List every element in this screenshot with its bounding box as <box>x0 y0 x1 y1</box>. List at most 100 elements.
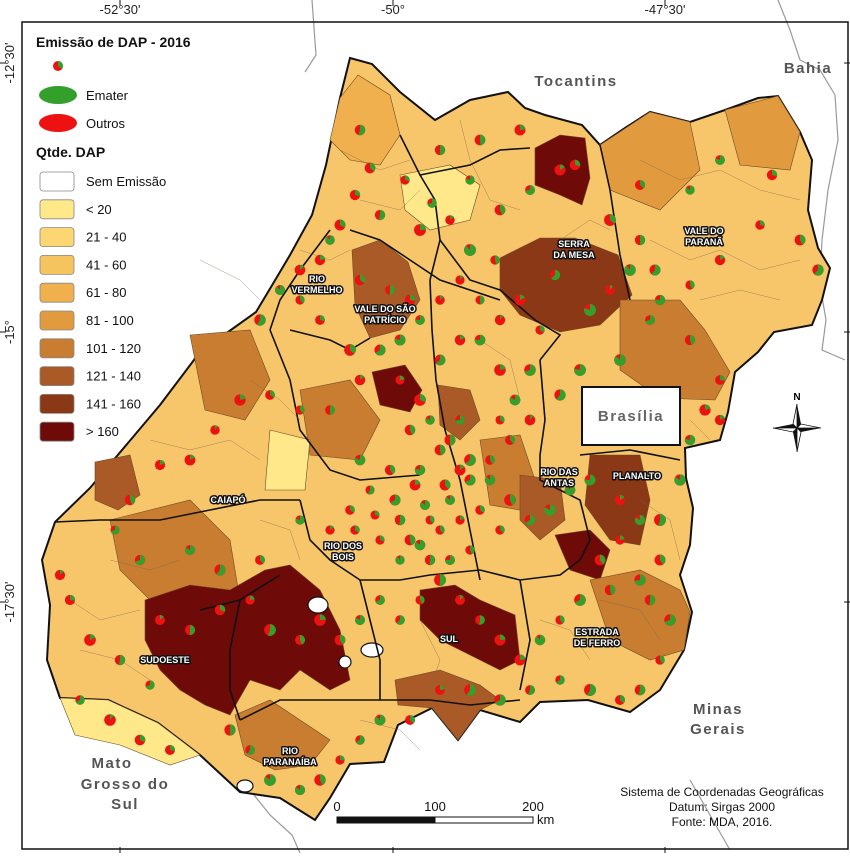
legend-outros-swatch <box>39 114 77 132</box>
municipality-pie <box>494 364 506 376</box>
municipality-pie <box>475 295 485 305</box>
municipality-pie <box>384 464 396 476</box>
municipality-pie <box>605 285 615 295</box>
municipality-pie <box>364 162 376 174</box>
municipality-pie <box>325 405 335 415</box>
municipality-pie <box>554 164 566 176</box>
municipality-pie <box>495 525 505 535</box>
municipality-pie <box>425 415 435 425</box>
municipality-pie <box>394 334 406 346</box>
municipality-pie <box>394 514 406 526</box>
municipality-pie <box>295 515 305 525</box>
municipality-pie <box>84 634 96 646</box>
region-labels: RIO VERMELHO VALE DO SÃO PATRÍCIO SERRA … <box>139 225 725 769</box>
municipality-pie <box>294 784 306 796</box>
region-label: RIO <box>282 746 298 756</box>
municipality-pie <box>445 495 455 505</box>
mato-grosso-do-sul-label-2: Grosso do <box>81 776 170 793</box>
municipality-pie <box>345 505 355 515</box>
municipality-pie <box>464 454 476 466</box>
brasilia-district: Brasília <box>581 386 681 446</box>
municipality-pie <box>494 314 506 326</box>
region-label: PATRÍCIO <box>364 315 406 325</box>
municipality-pie <box>594 554 606 566</box>
map-frame <box>21 21 849 850</box>
municipality-pie <box>664 614 676 626</box>
mato-grosso-do-sul-label-3: Sul <box>111 796 139 813</box>
municipality-pie <box>325 235 335 245</box>
municipality-pie <box>614 354 626 366</box>
credit-datum: Datum: Sirgas 2000 <box>669 800 775 814</box>
region-label: SERRA <box>558 239 590 249</box>
municipality-pie <box>766 169 778 181</box>
region-label: VERMELHO <box>291 285 342 295</box>
municipality-pie <box>420 500 430 510</box>
legend-class-label: < 20 <box>86 202 112 217</box>
credit-crs: Sistema de Coordenadas Geográficas <box>620 785 823 799</box>
municipality-pie <box>427 198 437 208</box>
no-emission-area <box>307 596 329 614</box>
municipality-pie <box>314 774 326 786</box>
latitude-tick: -12°30' <box>2 43 17 84</box>
municipality-pie <box>415 315 425 325</box>
region-label: VALE DO <box>684 226 723 236</box>
municipality-pie <box>374 714 386 726</box>
municipality-pie <box>524 364 536 376</box>
municipality-pie <box>715 375 725 385</box>
municipality-pie <box>549 269 561 281</box>
municipality-pie <box>475 505 485 515</box>
municipality-pie <box>314 614 326 626</box>
region-label: CAIAPÓ <box>210 494 245 505</box>
legend-class-label: > 160 <box>86 424 119 439</box>
municipality-pie <box>455 415 465 425</box>
municipality-pie <box>644 594 656 606</box>
legend-class-swatch <box>39 421 75 442</box>
municipality-pie <box>404 294 416 306</box>
municipality-pie <box>464 684 476 696</box>
municipality-pie <box>124 494 136 506</box>
legend-class-label: 101 - 120 <box>86 341 141 356</box>
municipality-pie <box>649 264 661 276</box>
municipality-pie <box>294 634 306 646</box>
municipality-pie <box>654 294 666 306</box>
region-label: PLANALTO <box>613 471 661 481</box>
class-101-120-patch <box>189 329 271 421</box>
class-141-160-patch <box>499 237 633 333</box>
municipality-pie <box>475 615 485 625</box>
municipality-pie <box>424 554 436 566</box>
municipality-pie <box>155 615 165 625</box>
municipality-pie <box>655 655 665 665</box>
municipality-pie <box>634 574 646 586</box>
mato-grosso-do-sul-label-1: Mato <box>92 755 133 772</box>
municipality-pie <box>464 474 476 486</box>
legend-pie-symbol <box>53 61 64 71</box>
municipality-pie <box>715 155 725 165</box>
scale-label: 0 <box>333 799 340 814</box>
legend-emater-swatch <box>39 86 77 104</box>
region-label: SUL <box>440 634 459 644</box>
municipality-pie <box>525 685 535 695</box>
municipality-pie <box>504 494 516 506</box>
municipality-pie <box>654 514 666 526</box>
municipality-pie <box>685 280 695 290</box>
municipality-pie <box>685 185 695 195</box>
municipality-pie <box>455 515 465 525</box>
municipality-pie <box>454 334 466 346</box>
no-emission-area <box>338 655 352 669</box>
municipality-pie <box>484 474 496 486</box>
municipality-pie <box>514 654 526 666</box>
municipality-pie <box>514 294 526 306</box>
municipality-pie <box>604 584 616 596</box>
municipality-pie <box>614 694 626 706</box>
longitude-tick: -50° <box>381 2 405 17</box>
municipality-pie <box>514 124 526 136</box>
municipality-pie <box>104 714 116 726</box>
municipality-pie <box>445 215 455 225</box>
region-boundaries <box>54 134 681 721</box>
scale-bar: 0 100 200 km <box>333 799 554 827</box>
municipality-pie <box>355 615 365 625</box>
municipality-pie <box>354 274 366 286</box>
municipality-pie <box>465 175 475 185</box>
municipality-pie <box>145 680 155 690</box>
